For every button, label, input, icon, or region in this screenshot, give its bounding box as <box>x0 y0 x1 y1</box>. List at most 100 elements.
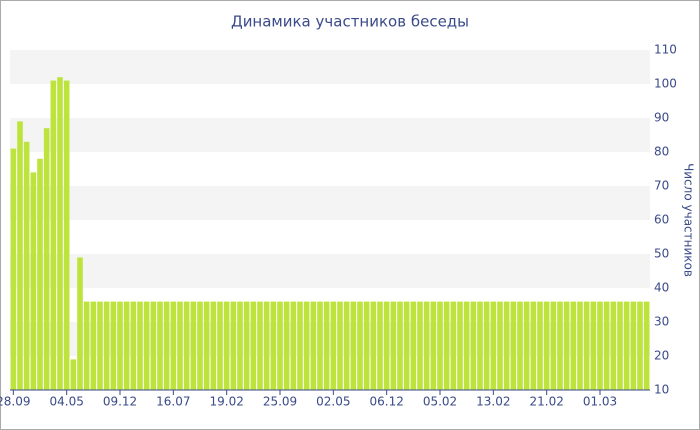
bar <box>323 301 330 390</box>
bar <box>150 301 157 390</box>
bar <box>457 301 463 390</box>
y-tick-label: 110 <box>654 43 677 57</box>
bar <box>403 301 410 390</box>
bar <box>357 301 363 390</box>
bar <box>130 301 137 390</box>
bar <box>10 148 17 390</box>
bar <box>470 301 477 390</box>
bar <box>277 301 283 390</box>
bar <box>383 301 390 390</box>
bar <box>477 301 483 390</box>
grid-band <box>10 254 650 288</box>
bar <box>103 301 110 390</box>
bar <box>23 141 30 390</box>
bar <box>50 80 57 390</box>
y-tick-label: 60 <box>654 213 669 227</box>
bar <box>70 359 77 390</box>
bar <box>317 301 323 390</box>
y-tick-label: 90 <box>654 111 669 125</box>
chart-title: Динамика участников беседы <box>231 13 469 31</box>
bar <box>377 301 383 390</box>
bar <box>590 301 597 390</box>
x-tick-label: 21.02 <box>529 395 563 409</box>
bar <box>303 301 310 390</box>
x-tick-label: 05.02 <box>423 395 457 409</box>
bar <box>30 172 37 390</box>
y-tick-label: 50 <box>654 247 669 261</box>
bar <box>110 301 117 390</box>
bar <box>237 301 243 390</box>
bar <box>343 301 350 390</box>
x-tick-label: 09.12 <box>103 395 137 409</box>
bar <box>370 301 377 390</box>
grid-band <box>10 50 650 84</box>
bar <box>330 301 337 390</box>
bar <box>17 121 23 391</box>
bar <box>617 301 623 390</box>
bar <box>563 301 570 390</box>
bar <box>170 301 177 390</box>
bar <box>297 301 303 390</box>
bar <box>137 301 143 390</box>
bar <box>537 301 543 390</box>
bar <box>57 77 63 390</box>
bar <box>263 301 270 390</box>
bar <box>437 301 443 390</box>
bar <box>290 301 297 390</box>
bar <box>210 301 217 390</box>
y-tick-label: 20 <box>654 349 669 363</box>
bar <box>443 301 450 390</box>
x-tick-label: 25.09 <box>263 395 297 409</box>
grid-band <box>10 322 650 356</box>
bar <box>63 80 70 390</box>
bar <box>623 301 630 390</box>
bar <box>90 301 97 390</box>
bar <box>43 128 50 390</box>
bar <box>577 301 583 390</box>
y-axis-label: Число участников <box>682 163 696 277</box>
bar <box>550 301 557 390</box>
bar <box>163 301 170 390</box>
bar <box>483 301 490 390</box>
bar <box>243 301 250 390</box>
y-tick-label: 10 <box>654 383 669 397</box>
bar <box>97 301 103 390</box>
bar <box>217 301 223 390</box>
bar <box>463 301 470 390</box>
bar <box>123 301 130 390</box>
bar <box>570 301 577 390</box>
bar <box>283 301 290 390</box>
y-tick-label: 100 <box>654 77 677 91</box>
x-tick-label: 06.12 <box>369 395 403 409</box>
y-tick-label: 30 <box>654 315 669 329</box>
bar <box>417 301 423 390</box>
bar <box>410 301 417 390</box>
x-tick-label: 01.03 <box>583 395 617 409</box>
bar <box>430 301 437 390</box>
bar <box>257 301 263 390</box>
bar <box>630 301 637 390</box>
bar <box>637 301 643 390</box>
bar <box>643 301 650 390</box>
bar <box>250 301 257 390</box>
bar <box>223 301 230 390</box>
bar <box>177 301 183 390</box>
bar <box>450 301 457 390</box>
bar <box>557 301 563 390</box>
y-tick-label: 70 <box>654 179 669 193</box>
bar <box>337 301 343 390</box>
x-tick-label: 04.05 <box>49 395 83 409</box>
x-tick-label: 19.02 <box>209 395 243 409</box>
bar <box>203 301 210 390</box>
bar <box>230 301 237 390</box>
bar <box>350 301 357 390</box>
bar <box>543 301 550 390</box>
bar <box>270 301 277 390</box>
bar <box>397 301 403 390</box>
bar <box>190 301 197 390</box>
bar <box>517 301 523 390</box>
bar <box>583 301 590 390</box>
x-tick-label: 13.02 <box>476 395 510 409</box>
bar <box>490 301 497 390</box>
